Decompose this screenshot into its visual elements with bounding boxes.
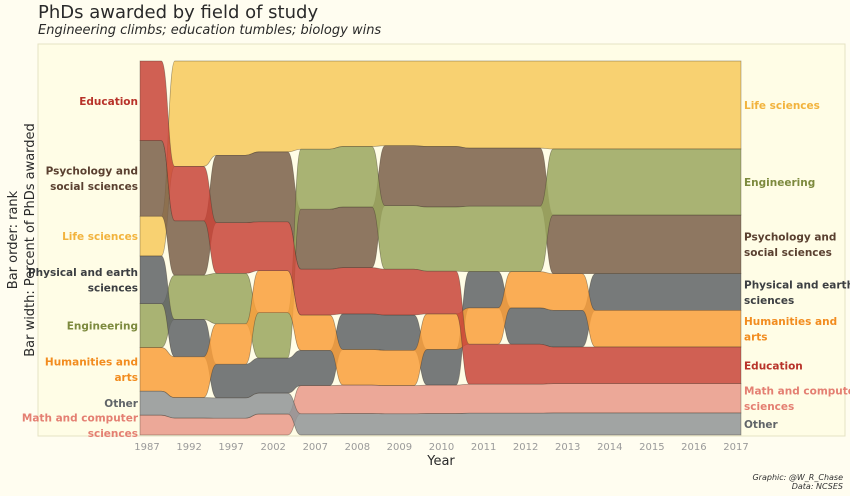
ribbon-education bbox=[139, 60, 742, 385]
x-tick-label: 1997 bbox=[218, 442, 243, 453]
left-label-life-sciences: Life sciences bbox=[62, 231, 138, 243]
caption-credit: Graphic: @W_R_Chase bbox=[752, 473, 843, 482]
caption-source: Data: NCSES bbox=[791, 482, 843, 491]
x-tick-label: 1992 bbox=[176, 442, 201, 453]
left-label-psychology-and-social-sciences: Psychology and social sciences bbox=[46, 166, 138, 194]
left-labels-layer: Education Psychology and social sciences Li… bbox=[22, 96, 139, 440]
left-label-engineering: Engineering bbox=[67, 321, 138, 333]
right-label-math-and-computer-sciences: Math and computer sciences bbox=[744, 386, 850, 414]
x-tick-label: 2013 bbox=[555, 442, 580, 453]
right-label-humanities-and-arts: Humanities and arts bbox=[744, 316, 837, 344]
right-label-life-sciences: Life sciences bbox=[744, 100, 820, 112]
left-label-humanities-and-arts: Humanities and arts bbox=[45, 357, 138, 385]
x-axis: 1987 1992 1997 2002 2007 2008 2009 2010 2011 2012… bbox=[134, 442, 748, 453]
left-label-physical-and-earth-sciences: Physical and earth sciences bbox=[28, 267, 138, 295]
x-tick-label: 2008 bbox=[345, 442, 370, 453]
right-label-other: Other bbox=[744, 419, 779, 431]
right-label-psychology-and-social-sciences: Psychology and social sciences bbox=[744, 232, 836, 260]
x-tick-label: 2009 bbox=[387, 442, 412, 453]
right-labels-layer: Life sciences Engineering Psychology and so… bbox=[744, 100, 850, 431]
x-tick-label: 2017 bbox=[723, 442, 748, 453]
right-label-education: Education bbox=[744, 360, 803, 372]
x-tick-label: 2014 bbox=[597, 442, 622, 453]
x-tick-label: 2012 bbox=[513, 442, 538, 453]
x-tick-label: 2010 bbox=[429, 442, 454, 453]
left-label-other: Other bbox=[104, 398, 139, 410]
y-axis-label: Bar order: rank Bar width: Percent of PhD… bbox=[6, 123, 38, 357]
x-axis-label: Year bbox=[426, 454, 455, 469]
ribbon-life-sciences bbox=[139, 60, 742, 257]
left-label-education: Education bbox=[79, 96, 138, 108]
right-label-engineering: Engineering bbox=[744, 177, 815, 189]
x-tick-label: 1987 bbox=[134, 442, 159, 453]
y-axis-label-text: Bar order: rank Bar width: Percent of PhD… bbox=[6, 123, 38, 357]
x-tick-label: 2016 bbox=[681, 442, 706, 453]
x-tick-label: 2002 bbox=[260, 442, 285, 453]
chart-title: PhDs awarded by field of study bbox=[38, 2, 319, 23]
chart-subtitle: Engineering climbs; education tumbles; b… bbox=[38, 23, 382, 38]
ribbons-layer bbox=[139, 60, 742, 436]
x-tick-label: 2011 bbox=[471, 442, 496, 453]
caption: Graphic: @W_R_Chase Data: NCSES bbox=[752, 473, 843, 491]
x-tick-label: 2015 bbox=[639, 442, 664, 453]
x-tick-label: 2007 bbox=[303, 442, 328, 453]
left-label-math-and-computer-sciences: Math and computer sciences bbox=[22, 412, 139, 440]
right-label-physical-and-earth-sciences: Physical and earth sciences bbox=[744, 279, 850, 307]
ribbon-other bbox=[139, 390, 742, 436]
